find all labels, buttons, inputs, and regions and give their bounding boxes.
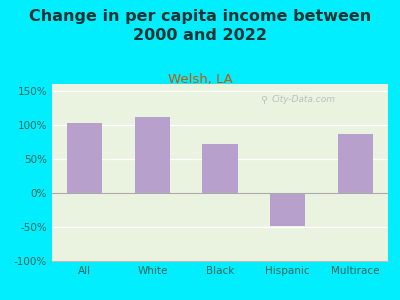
Text: ⚲: ⚲: [260, 95, 267, 105]
Bar: [270, 193, 305, 226]
Text: Welsh, LA: Welsh, LA: [168, 74, 232, 86]
Text: City-Data.com: City-Data.com: [272, 95, 336, 104]
Bar: [202, 144, 238, 193]
Bar: [67, 124, 102, 193]
Text: Change in per capita income between
2000 and 2022: Change in per capita income between 2000…: [29, 9, 371, 43]
Bar: [338, 134, 373, 193]
Bar: [135, 117, 170, 193]
